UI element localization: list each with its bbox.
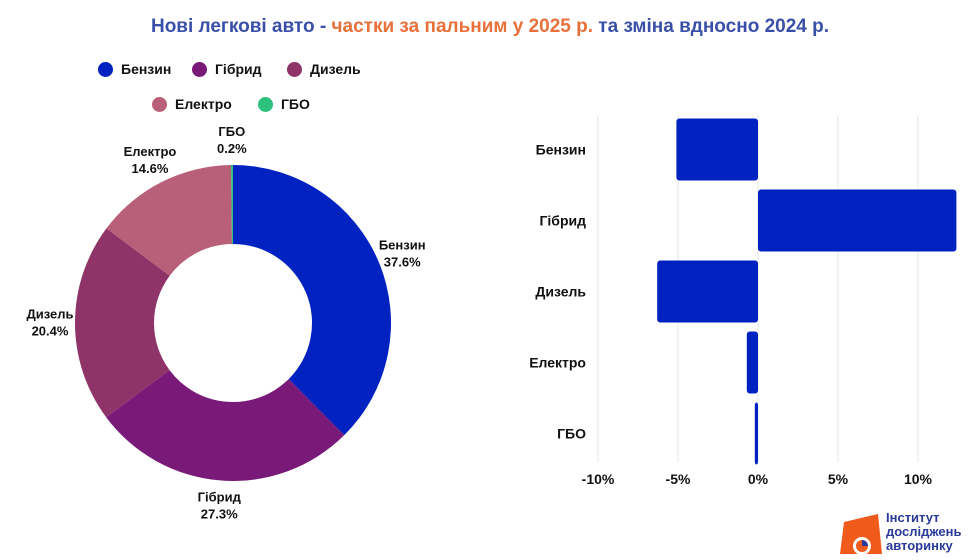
legend-dot [152,96,167,112]
slice-label: Гібрид [198,489,242,504]
legend-label: Гібрид [215,61,262,77]
slice-label: Дизель [26,307,73,322]
slice-value-label: 27.3% [201,506,238,521]
slice-label: Бензин [379,237,426,252]
y-category-label: ГБО [557,426,586,442]
legend-item-electro: Електро [152,96,232,112]
legend-item-lpg: ГБО [258,96,310,112]
legend-dot [98,61,113,77]
y-category-label: Електро [529,355,586,371]
y-category-label: Дизель [535,284,586,300]
title-highlight: частки за пальним у 2025 р. [331,16,594,37]
x-tick-label: -10% [582,471,615,487]
chart-title: Нові легкові авто - частки за пальним у … [0,16,980,38]
legend-label: Бензин [121,61,172,77]
legend-item-hybrid: Гібрид [192,61,262,77]
logo-text: авторинку [886,538,953,553]
x-tick-label: 0% [748,471,769,487]
slice-value-label: 20.4% [32,324,69,339]
logo-car-icon [840,514,882,555]
legend-label: Електро [175,96,232,112]
x-tick-label: -5% [666,471,691,487]
slice-value-label: 37.6% [384,254,421,269]
donut-slice-1 [106,370,345,482]
legend-dot [258,96,273,112]
logo: Інститут досліджень авторинку [838,508,980,560]
legend-item-benzyn: Бензин [98,61,171,77]
title-part-1: Нові легкові авто - [150,16,332,37]
donut-slice-3 [106,165,233,276]
slice-label: ГБО [218,124,245,139]
title-part-3: та зміна вдносно 2024 р. [593,16,830,37]
legend-dot [287,61,302,77]
slice-value-label: 14.6% [132,161,169,176]
y-category-label: Гібрид [539,213,586,229]
legend-dot [192,61,207,77]
donut-slice-4 [231,165,233,245]
bar-3 [746,331,758,394]
x-tick-label: 10% [904,471,933,487]
logo-text: досліджень [886,524,962,539]
bar-4 [754,402,758,465]
y-category-label: Бензин [536,142,586,158]
slice-label: Електро [124,144,177,159]
legend-label: ГБО [281,96,310,112]
bar-0 [676,118,758,181]
bar-2 [657,260,758,323]
donut-slice-2 [75,228,170,418]
donut-slice-0 [233,165,391,436]
logo-text: Інститут [886,510,940,525]
bar-1 [758,189,957,252]
legend-item-diesel: Дизель [287,61,361,77]
x-tick-label: 5% [828,471,849,487]
legend-label: Дизель [310,61,361,77]
slice-value-label: 0.2% [217,141,247,156]
